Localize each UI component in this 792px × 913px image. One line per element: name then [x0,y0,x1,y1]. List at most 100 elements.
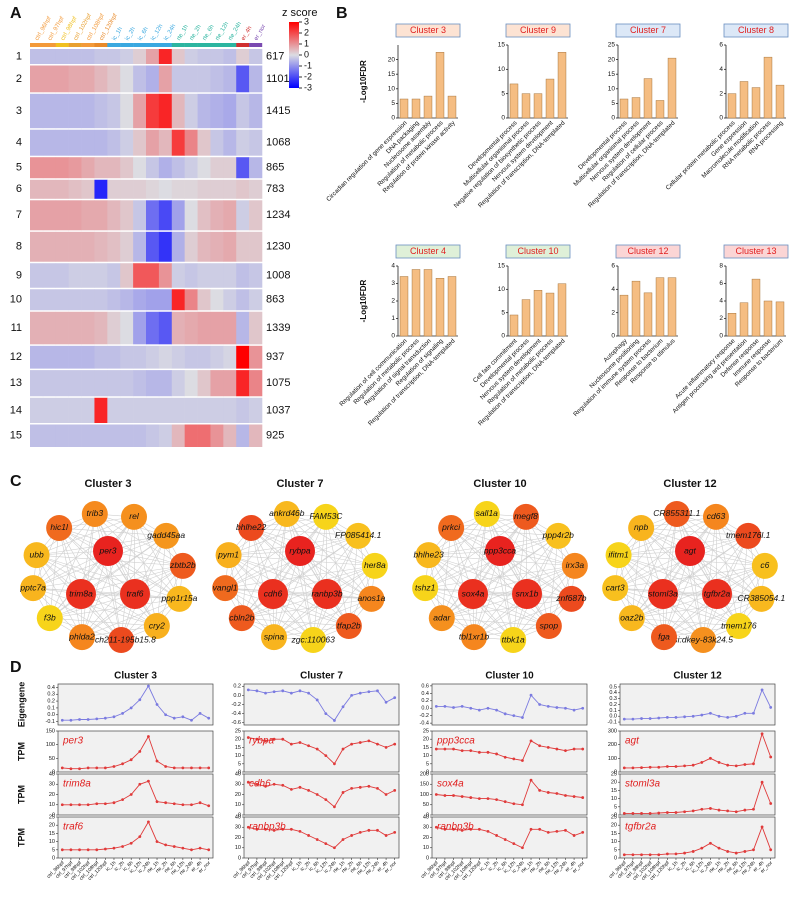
point [486,750,490,754]
node [628,514,655,541]
cluster-count: 1101 [266,73,290,85]
heat-cell [197,345,211,369]
point [367,739,371,743]
node-label: cart3 [606,582,625,592]
edge [49,516,135,619]
point [190,803,193,807]
node [120,579,150,609]
heat-cell [171,289,185,311]
edge [286,513,350,627]
point [103,847,107,851]
y-tick-label: 4 [391,263,395,270]
point [631,766,635,770]
heat-cell [68,345,82,369]
heat-cell [197,65,211,93]
point [443,704,447,708]
heat-cell [210,289,224,311]
y-tick-label: 20 [235,792,241,798]
edge [641,527,749,537]
heat-cell [184,129,198,156]
bar [411,269,421,337]
legend-tick-label: 2 [304,27,309,37]
y-tick-label: 10 [423,753,429,759]
heat-cell [120,424,134,447]
y-tick-label: 150 [420,782,429,788]
heat-cell [68,424,82,447]
heat-cell [68,93,82,129]
heat-cell [223,231,237,262]
point [103,766,107,770]
heat-cell [107,93,121,129]
y-tick-label: 0.6 [421,683,429,689]
condition-strip [94,43,108,47]
heat-cell [210,311,224,345]
title-box [723,244,789,259]
heat-cell [197,289,211,311]
point [546,830,550,834]
node-label: ppp3cca [483,545,516,555]
node [69,624,96,651]
heat-cell [68,289,82,311]
chart-title: Cluster 10 [517,246,558,256]
heat-cell [30,200,44,231]
heat-cell [249,263,263,288]
heat-cell [158,345,173,369]
point [709,711,712,715]
heat-cell [42,345,57,369]
point [103,716,107,720]
title-box [505,23,571,38]
bar [557,283,567,337]
heat-cell [30,263,44,288]
heat-cell [184,370,198,397]
point [350,786,354,790]
point [60,718,64,722]
y-tick-label: 0 [391,115,395,122]
heat-cell [210,129,224,156]
heat-cell [81,397,95,423]
heat-cell [133,65,147,93]
title-box [615,23,681,38]
edge [58,527,83,638]
point [581,747,585,751]
point [60,766,64,770]
point [572,795,576,798]
point [129,758,133,762]
heat-cell [184,200,198,231]
point [264,784,267,788]
point [121,798,124,802]
point [512,714,516,718]
y-tick-label: 5 [426,761,429,767]
edge [241,565,375,619]
heat-cell [68,311,82,345]
point [121,711,124,715]
node [618,605,645,632]
heat-cell [107,289,121,311]
trend-line [248,781,395,808]
bar [727,93,737,119]
point [538,789,542,792]
y-tick-label: 4 [611,286,615,293]
cluster-count: 617 [266,50,284,62]
y-tick-label: 25 [49,814,55,820]
point [769,802,773,805]
condition-strip [184,43,198,47]
column-title: Cluster 7 [300,671,343,682]
heat-cell [120,93,134,129]
point [393,696,397,700]
node [335,613,362,640]
heat-cell [236,263,250,288]
node-label: tfap2b [337,620,361,630]
point [376,689,379,693]
heat-cell [81,49,95,65]
edge [631,565,765,619]
node [273,500,300,527]
heat-cell [146,345,160,369]
trend-line [62,735,209,770]
heat-cell [223,345,237,369]
point [190,718,193,722]
point [155,703,159,706]
heat-cell [210,370,224,397]
edge [94,513,158,627]
y-axis-label: -Log10FDR [359,60,368,103]
